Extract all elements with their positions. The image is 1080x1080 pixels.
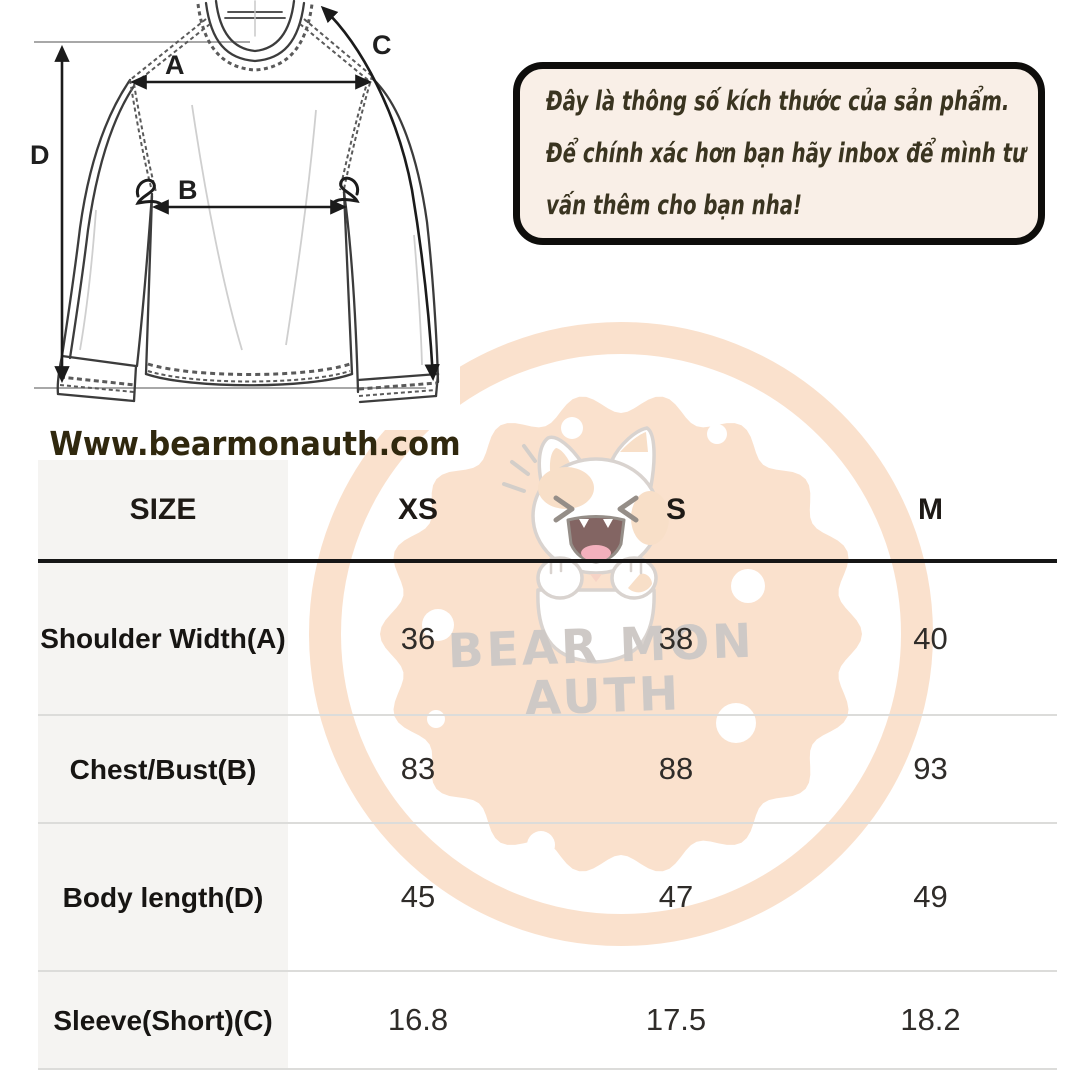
header-size: SIZE xyxy=(38,460,288,563)
cell-value: 17.5 xyxy=(548,970,804,1070)
fold-lines xyxy=(79,104,423,366)
cell-value: 18.2 xyxy=(804,970,1057,1070)
cell-value: 36 xyxy=(400,620,436,656)
header-xs: XS xyxy=(288,460,548,563)
label-C: C xyxy=(372,30,392,60)
note-line: Để chính xác hơn bạn hãy inbox để mình t… xyxy=(546,137,1027,169)
cell-value: 93 xyxy=(804,714,1057,822)
size-table: SIZE XS S M Shoulder Width(A) 36 38 40 C… xyxy=(38,460,1057,1070)
cell-value: 40 xyxy=(913,620,948,656)
shirt-outline xyxy=(56,0,440,404)
arrow-sleeve-C xyxy=(320,5,440,382)
row-label: Body length(D) xyxy=(38,822,288,970)
guide-lines xyxy=(34,41,426,389)
cell-value: 38 xyxy=(658,620,694,656)
cell-value: 47 xyxy=(548,822,804,970)
label-D: D xyxy=(30,140,50,170)
cat-right-ear-patch xyxy=(620,432,648,452)
note-line: Đây là thông số kích thước của sản phẩm. xyxy=(546,85,1010,117)
cell-value: 49 xyxy=(804,822,1057,970)
cell-value: 83 xyxy=(288,714,548,822)
header-s: S xyxy=(548,460,804,563)
row-label: Sleeve(Short)(C) xyxy=(38,970,288,1070)
website-url: Www.bearmonauth.com xyxy=(49,424,461,463)
row-label: Shoulder Width(A) xyxy=(38,563,288,714)
label-B: B xyxy=(178,175,198,205)
note-line: vấn thêm cho bạn nha! xyxy=(546,189,803,221)
row-label: Chest/Bust(B) xyxy=(38,714,288,822)
label-A: A xyxy=(165,50,185,80)
cell-value: 88 xyxy=(548,714,804,822)
cell-value: 45 xyxy=(288,822,548,970)
stitching-lines xyxy=(59,3,438,397)
cell-value: 16.8 xyxy=(288,970,548,1070)
shirt-measurement-diagram: A B C D xyxy=(0,0,460,430)
header-m: M xyxy=(804,460,1057,563)
measurement-arrows xyxy=(54,5,440,384)
note-bubble: Đây là thông số kích thước của sản phẩm.… xyxy=(513,62,1045,245)
underarm-marks xyxy=(135,176,360,208)
diagram-background xyxy=(0,0,460,430)
